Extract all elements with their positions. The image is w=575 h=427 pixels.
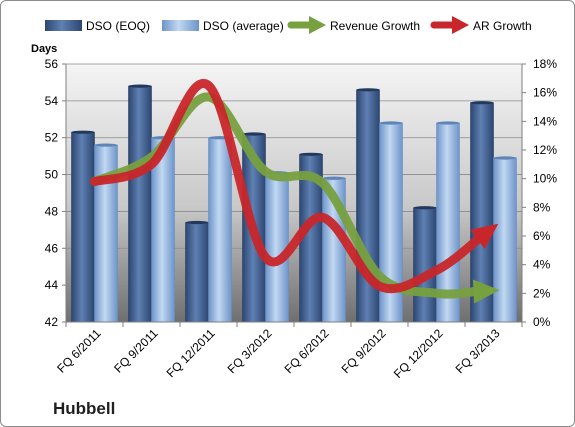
x-tick-label: FQ 12/2011 — [164, 326, 218, 380]
right-tick-label: 4% — [533, 258, 551, 272]
right-tick-label: 10% — [533, 172, 557, 186]
bar-dso-average — [265, 172, 289, 323]
left-tick-label: 56 — [45, 57, 59, 71]
bar-dso-eoq — [413, 207, 437, 323]
bar-dso-average — [493, 157, 517, 323]
right-axis-ticks: 0% 2% 4% 6% 8% 10% 12% 14% 16% 18% — [533, 57, 557, 329]
legend-swatch-dso-average — [162, 20, 199, 31]
legend-label-dso-average: DSO (average) — [203, 19, 284, 33]
bar-dso-eoq — [185, 222, 209, 323]
left-axis-title: Days — [31, 43, 57, 55]
left-tick-label: 52 — [45, 131, 59, 145]
bar-dso-eoq — [71, 131, 95, 323]
x-tick-label: FQ 9/2012 — [339, 326, 389, 376]
x-tick-label: FQ 6/2012 — [282, 326, 332, 376]
bar-cap-dso-eoq — [299, 152, 323, 156]
x-tick-label: FQ 3/2013 — [453, 326, 503, 376]
x-tick-label: FQ 12/2012 — [391, 326, 446, 381]
legend: DSO (EOQ) DSO (average) Revenue Growth A… — [45, 16, 532, 34]
bar-dso-average — [208, 137, 232, 323]
x-tick-label: FQ 3/2012 — [225, 326, 275, 376]
axes — [62, 63, 526, 327]
bar-cap-dso-average — [493, 156, 517, 160]
growth-lines — [90, 78, 500, 304]
legend-label-revenue-growth: Revenue Growth — [330, 19, 420, 33]
left-tick-label: 42 — [45, 315, 59, 329]
left-tick-label: 44 — [45, 278, 59, 292]
bar-cap-dso-average — [322, 176, 346, 180]
right-tick-label: 14% — [533, 114, 557, 128]
arrowhead-revenue-growth — [472, 279, 500, 304]
company-label: Hubbell — [53, 399, 115, 418]
right-tick-label: 2% — [533, 286, 551, 300]
legend-label-ar-growth: AR Growth — [473, 19, 532, 33]
bar-cap-dso-average — [436, 121, 460, 125]
left-tick-label: 48 — [45, 204, 59, 218]
bar-cap-dso-eoq — [413, 206, 437, 210]
x-tick-label: FQ 6/2011 — [54, 326, 104, 376]
legend-arrowhead-revenue-growth — [309, 16, 326, 34]
bar-cap-dso-eoq — [71, 130, 95, 134]
left-axis-ticks: 42 44 46 48 50 52 54 56 — [45, 57, 59, 329]
right-tick-label: 16% — [533, 86, 557, 100]
bar-dso-eoq — [128, 85, 152, 323]
bar-cap-dso-eoq — [470, 101, 494, 105]
legend-arrowhead-ar-growth — [452, 16, 469, 34]
line-ar-growth — [90, 78, 486, 294]
bar-cap-dso-average — [94, 143, 118, 147]
bar-cap-dso-eoq — [242, 132, 266, 136]
left-tick-label: 46 — [45, 241, 59, 255]
bar-cap-dso-eoq — [185, 220, 209, 225]
x-tick-label: FQ 9/2011 — [111, 326, 161, 376]
legend-swatch-dso-eoq — [45, 20, 82, 31]
legend-label-dso-eoq: DSO (EOQ) — [86, 19, 150, 33]
left-tick-label: 50 — [45, 168, 59, 182]
right-tick-label: 8% — [533, 200, 551, 214]
right-tick-label: 6% — [533, 229, 551, 243]
right-tick-label: 18% — [533, 57, 557, 71]
left-tick-label: 54 — [45, 94, 59, 108]
x-axis-ticks: FQ 6/2011 FQ 9/2011 FQ 12/2011 FQ 3/2012 FQ … — [54, 326, 503, 381]
bar-cap-dso-eoq — [356, 88, 380, 92]
right-tick-label: 12% — [533, 143, 557, 157]
right-tick-label: 0% — [533, 315, 551, 329]
bar-cap-dso-average — [379, 121, 403, 125]
arrowhead-ar-growth — [470, 223, 499, 250]
bar-cap-dso-eoq — [128, 84, 152, 88]
